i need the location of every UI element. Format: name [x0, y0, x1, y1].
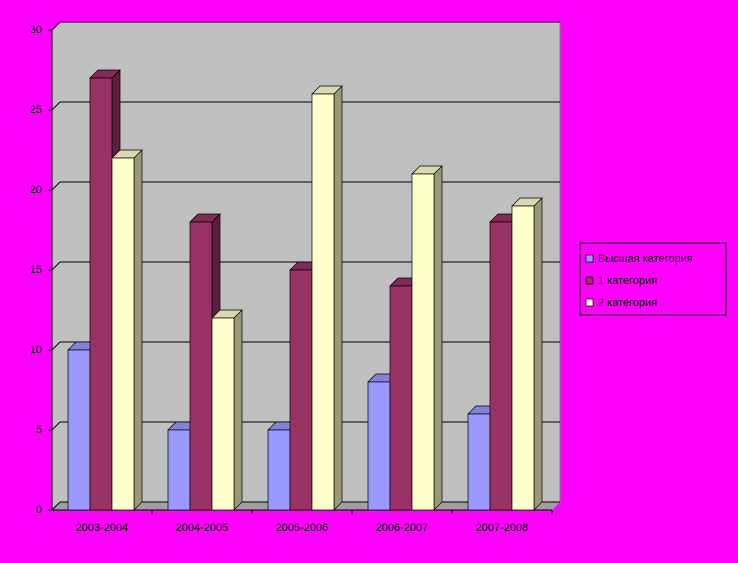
bar-side-shade [134, 150, 142, 510]
legend-label: Высшая категория [598, 253, 693, 265]
y-tick-label: 5 [36, 424, 42, 436]
bar [367, 381, 391, 511]
x-tick-label: 2004-2005 [176, 522, 229, 534]
bar-side-shade [434, 166, 442, 510]
grid-line [51, 341, 61, 351]
grid-line [51, 421, 61, 431]
bar [311, 93, 335, 511]
bar [189, 221, 213, 511]
bar-top-shade [112, 150, 142, 158]
bar [411, 173, 435, 511]
bar-top-shade [412, 166, 442, 174]
grid-line [51, 261, 61, 271]
y-tick-label: 20 [30, 184, 42, 196]
bar [67, 349, 91, 511]
x-tick-label: 2006-2007 [376, 522, 429, 534]
bar [489, 221, 513, 511]
y-tick-label: 15 [30, 264, 42, 276]
bar [389, 285, 413, 511]
x-tick-label: 2003-2004 [76, 522, 129, 534]
legend-swatch [585, 254, 594, 263]
x-tick-label: 2005-2006 [276, 522, 329, 534]
grid-line [51, 101, 61, 111]
grid-line [51, 181, 61, 191]
bar-side-shade [334, 86, 342, 510]
legend [579, 242, 727, 316]
bar-top-shade [312, 86, 342, 94]
bar-top-shade [190, 214, 220, 222]
bar-top-shade [512, 198, 542, 206]
bar [111, 157, 135, 511]
bar-side-shade [534, 198, 542, 510]
legend-label: 2 категория [598, 297, 657, 309]
bar [511, 205, 535, 511]
grid-line [51, 501, 61, 511]
bar-side-shade [234, 310, 242, 510]
y-tick-label: 10 [30, 344, 42, 356]
bar [167, 429, 191, 511]
bar [211, 317, 235, 511]
legend-swatch [585, 276, 594, 285]
bar [467, 413, 491, 511]
y-tick-label: 0 [36, 504, 42, 516]
legend-label: 1 категория [598, 275, 657, 287]
y-tick-label: 25 [30, 104, 42, 116]
grid-line [51, 21, 61, 31]
legend-swatch [585, 298, 594, 307]
bar [89, 77, 113, 511]
bar-top-shade [212, 310, 242, 318]
bar [267, 429, 291, 511]
y-tick-label: 30 [30, 24, 42, 36]
bar [289, 269, 313, 511]
x-tick-label: 2007-2008 [476, 522, 529, 534]
bar-top-shade [90, 70, 120, 78]
